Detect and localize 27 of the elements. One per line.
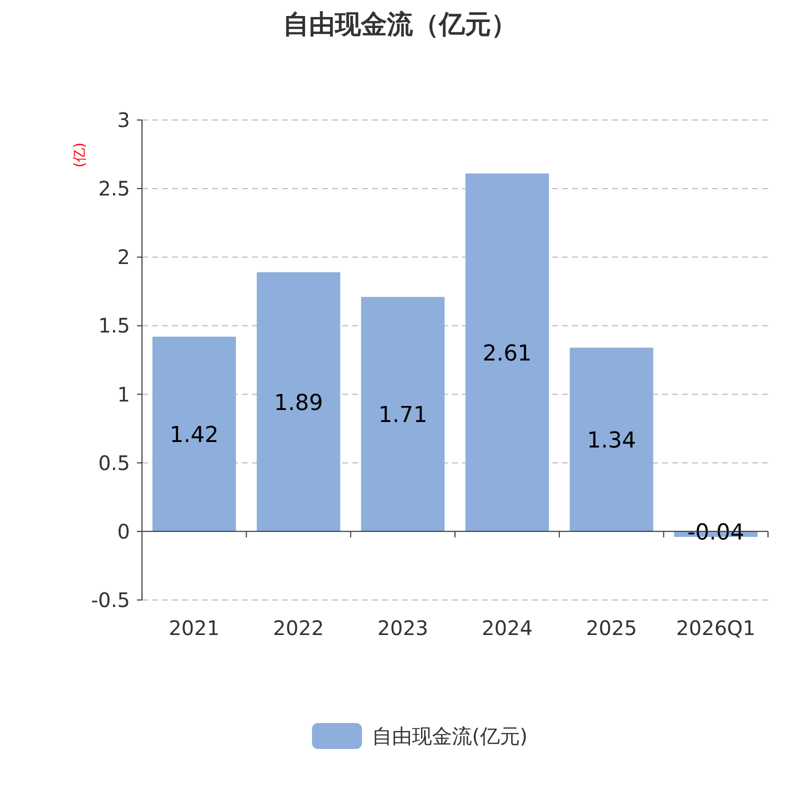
y-axis-title: (亿)	[72, 142, 88, 168]
bar	[570, 348, 654, 532]
data-label: 2.61	[482, 341, 532, 366]
x-tick-label: 2023	[377, 616, 428, 640]
bar	[465, 173, 549, 532]
x-tick-label: 2026Q1	[676, 616, 756, 640]
y-tick-label: 0.5	[98, 450, 130, 475]
x-tick-label: 2021	[168, 616, 220, 640]
y-tick-label: 1.5	[98, 314, 130, 338]
x-tick-label: 2024	[482, 616, 533, 640]
data-label: 1.89	[274, 390, 323, 416]
y-tick-label: 3	[117, 108, 130, 132]
y-tick-label: -0.5	[90, 588, 130, 612]
legend-label: 自由现金流(亿元)	[372, 724, 528, 748]
data-label: 1.42	[170, 423, 219, 448]
chart-title: 自由现金流（亿元）	[283, 10, 517, 40]
y-tick-label: 2	[117, 245, 130, 270]
x-tick-label: 2025	[586, 616, 637, 640]
bar	[361, 296, 445, 532]
y-tick-label: 2.5	[98, 176, 130, 201]
y-tick-label: 1	[117, 382, 130, 406]
data-label: 1.71	[378, 403, 428, 428]
x-tick-label: 2022	[273, 616, 324, 640]
bar	[152, 336, 236, 532]
bar	[256, 272, 340, 532]
y-tick-label: 0	[117, 519, 130, 544]
data-label: 1.34	[587, 428, 636, 454]
